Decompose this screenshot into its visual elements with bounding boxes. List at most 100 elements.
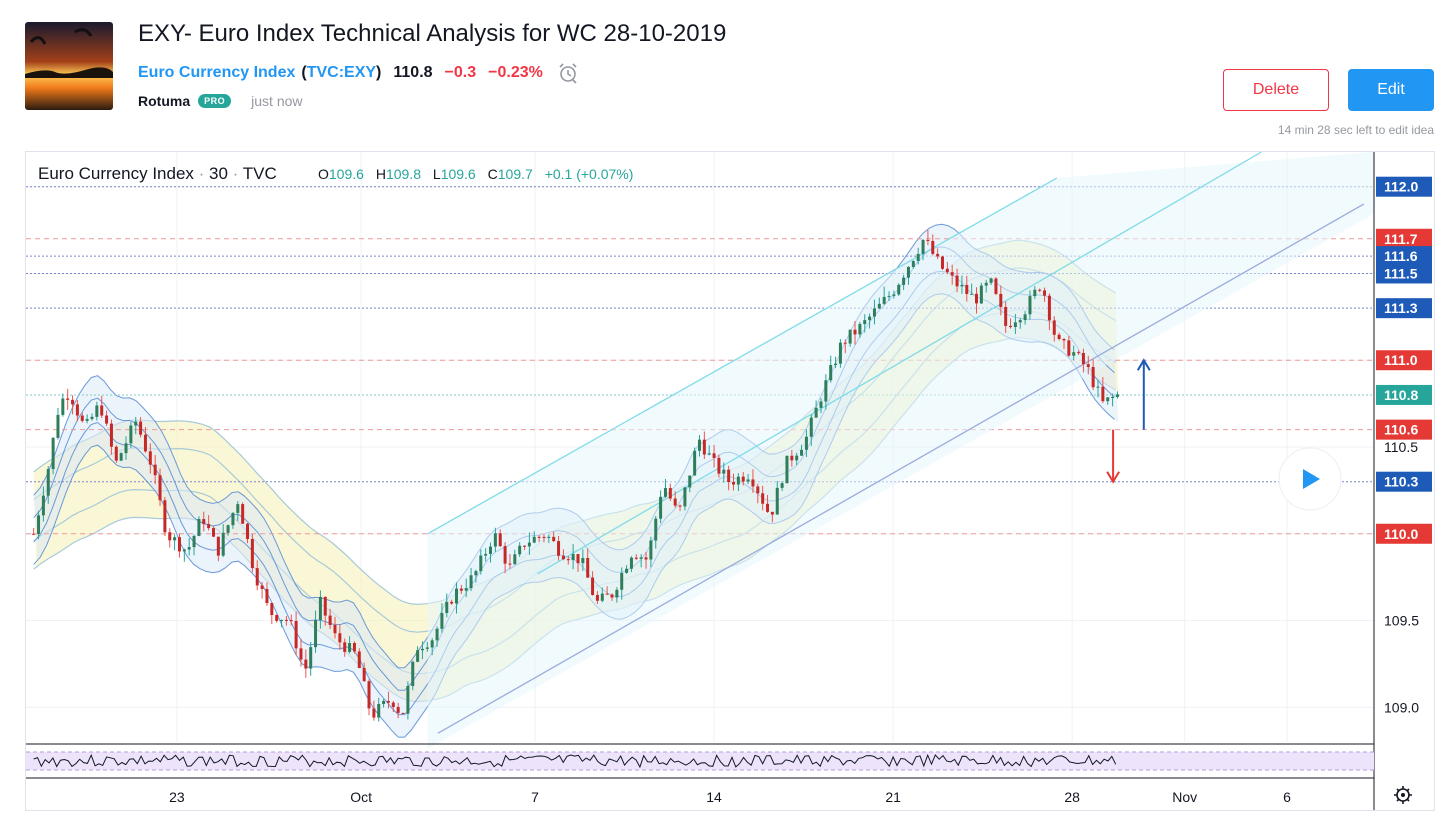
candle-body (790, 455, 794, 461)
candle-body (236, 504, 240, 513)
candle-body (386, 700, 390, 703)
candle-body (508, 563, 512, 565)
candle-body (391, 702, 395, 707)
candle-body (829, 365, 833, 381)
candle-body (1111, 397, 1115, 399)
edit-button[interactable]: Edit (1348, 69, 1434, 111)
price-level-badge (1376, 384, 1432, 405)
candle-body (571, 554, 575, 561)
candle-body (566, 559, 570, 561)
candle-body (153, 464, 157, 476)
candle-body (246, 523, 250, 539)
candle-body (547, 536, 551, 538)
price-level-badge (1376, 471, 1432, 492)
candle-body (372, 708, 376, 718)
price-tick-label: 109.0 (1384, 699, 1419, 715)
candle-body (425, 647, 429, 649)
candle-body (323, 596, 327, 616)
legend-o-val: 109.6 (329, 166, 364, 182)
candle-body (814, 407, 818, 418)
candle-body (100, 405, 104, 416)
candle-body (600, 593, 604, 601)
arrow-down-head (1106, 471, 1120, 484)
candle-body (114, 446, 118, 461)
candle-body (712, 453, 716, 458)
candle-body (727, 469, 731, 483)
candle-body (280, 619, 284, 621)
chart-container: 23 Oct 7 14 21 28 Nov 6 109.0 109.5 110.5 112.0 111… (25, 151, 1435, 811)
candle-body (532, 536, 536, 543)
author-name-link[interactable]: Rotuma (138, 93, 191, 109)
candle-body (177, 537, 181, 552)
posted-time: just now (251, 93, 303, 109)
delete-button[interactable]: Delete (1223, 69, 1329, 111)
symbol-name-link[interactable]: Euro Currency Index (138, 64, 296, 81)
candle-body (576, 554, 580, 564)
time-tick-label: 23 (169, 789, 185, 805)
candle-body (396, 706, 400, 713)
legend-o-key: O (318, 166, 329, 182)
alarm-clock-icon[interactable] (557, 62, 579, 84)
price-change-pct: −0.23% (488, 64, 543, 81)
candle-body (950, 272, 954, 276)
price-level-label: 110.0 (1384, 526, 1418, 542)
candle-body (800, 449, 804, 456)
candle-body (275, 614, 279, 621)
price-level-label: 110.3 (1384, 474, 1418, 490)
price-level-label: 111.5 (1384, 265, 1418, 281)
candle-body (897, 284, 901, 295)
candle-body (416, 650, 420, 662)
candle-body (304, 659, 308, 669)
candle-body (435, 628, 439, 641)
price-level-badge (1376, 263, 1432, 284)
candle-body (411, 661, 415, 687)
osc-line (33, 753, 1117, 769)
oscillator-pane (26, 743, 1374, 771)
candle-body (241, 504, 245, 524)
symbol-code-link[interactable]: TVC:EXY (306, 64, 377, 81)
candle-body (542, 536, 546, 538)
candle-body (615, 589, 619, 598)
candle-body (46, 469, 50, 496)
candle-body (90, 416, 94, 420)
candle-body (479, 555, 483, 572)
candle-body (1091, 366, 1095, 388)
candle-body (270, 603, 274, 615)
candle-body (464, 588, 468, 591)
candle-body (211, 528, 215, 537)
candle-body (736, 476, 740, 485)
channel-fill (427, 152, 1375, 749)
price-level-badge (1376, 523, 1432, 544)
candle-body (187, 547, 191, 550)
price-chart[interactable]: 23 Oct 7 14 21 28 Nov 6 109.0 109.5 110.5 112.0 111… (26, 151, 1434, 810)
candle-body (926, 239, 930, 241)
candle-body (659, 496, 663, 519)
price-level-label: 111.6 (1384, 248, 1418, 264)
candle-body (95, 405, 99, 417)
author-avatar[interactable] (25, 22, 113, 110)
candle-body (605, 593, 609, 595)
pro-badge: PRO (198, 94, 232, 108)
candle-body (979, 285, 983, 304)
legend-l-val: 109.6 (441, 166, 476, 182)
candle-body (328, 615, 332, 625)
play-button[interactable] (1278, 447, 1342, 511)
candle-body (134, 421, 138, 426)
time-tick-label: 28 (1064, 789, 1080, 805)
candle-body (644, 557, 648, 560)
candle-body (697, 439, 701, 451)
candle-body (32, 533, 36, 535)
candle-body (143, 434, 147, 452)
settings-gear-icon[interactable] (1394, 786, 1412, 804)
price-level-badge (1376, 176, 1432, 197)
price-level-label: 111.7 (1384, 231, 1418, 247)
arrow-up-head (1136, 358, 1151, 371)
candle-body (877, 303, 881, 309)
last-price: 110.8 (393, 64, 433, 81)
legend-c-key: C (488, 166, 498, 182)
candle-body (1018, 320, 1022, 323)
candle-body (454, 588, 458, 604)
candle-body (75, 404, 79, 416)
candle-body (1101, 386, 1105, 402)
